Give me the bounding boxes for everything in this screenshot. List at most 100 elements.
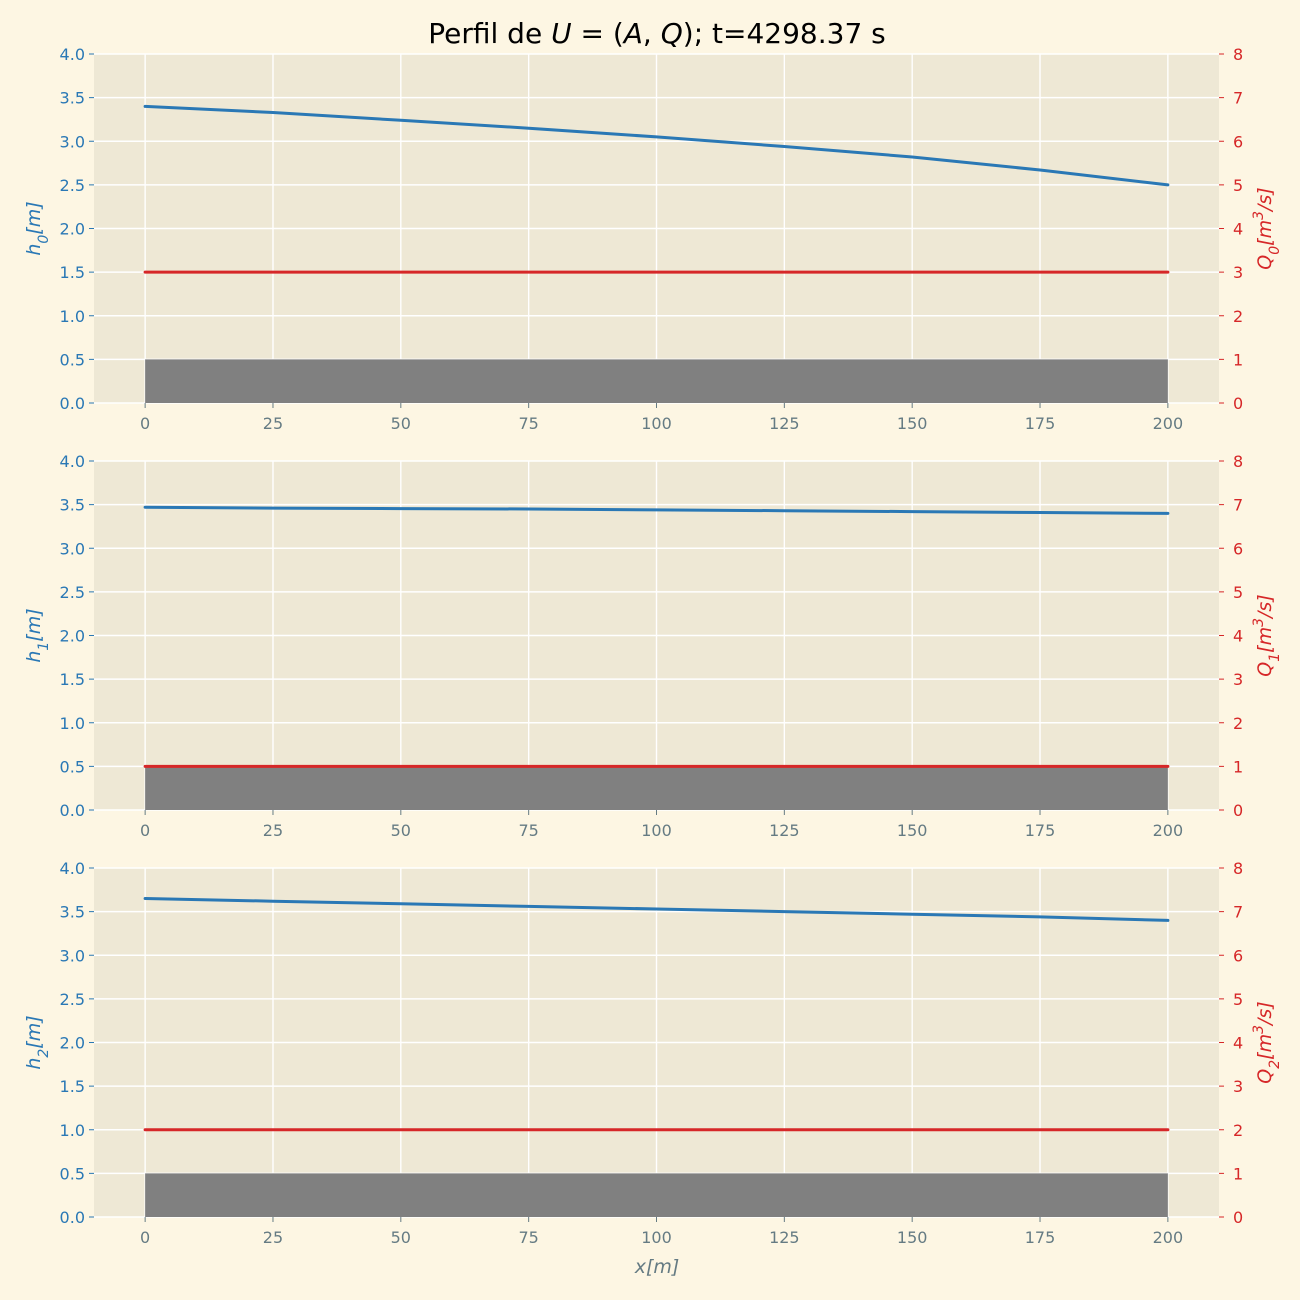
y-right-tick-label: 3 — [1233, 1077, 1243, 1096]
y-right-tick-label: 8 — [1233, 452, 1243, 471]
y-left-tick-label: 3.0 — [60, 539, 85, 558]
y-right-tick-label: 5 — [1233, 176, 1243, 195]
y-right-tick-label: 5 — [1233, 583, 1243, 602]
y-right-tick-label: 1 — [1233, 1164, 1243, 1183]
x-tick-label: 125 — [769, 414, 800, 433]
x-tick-label: 0 — [140, 414, 150, 433]
x-tick-label: 125 — [769, 821, 800, 840]
y-right-tick-label: 8 — [1233, 45, 1243, 64]
y-right-tick-label: 7 — [1233, 903, 1243, 922]
x-tick-label: 25 — [263, 821, 283, 840]
x-tick-label: 75 — [518, 414, 538, 433]
y-left-tick-label: 0.0 — [60, 1208, 85, 1227]
y-left-tick-label: 0.5 — [60, 350, 85, 369]
water-depth-line — [143, 897, 1170, 922]
x-tick-label: 200 — [1153, 414, 1184, 433]
x-tick-label: 50 — [391, 821, 411, 840]
y-left-tick-label: 2.5 — [60, 176, 85, 195]
y-left-tick-label: 4.0 — [60, 45, 85, 64]
subplot-2: 0 25 50 75 100 125 150 175 2000.00.51.01.52.02.5… — [23, 859, 1283, 1247]
y-left-tick-label: 2.5 — [60, 583, 85, 602]
y-right-tick-label: 0 — [1233, 1208, 1243, 1227]
y-right-tick-label: 2 — [1233, 714, 1243, 733]
y-left-tick-label: 4.0 — [60, 452, 85, 471]
y-right-tick-label: 1 — [1233, 757, 1243, 776]
x-tick-label: 100 — [641, 414, 672, 433]
y-left-tick-label: 2.0 — [60, 627, 85, 646]
y-left-tick-label: 4.0 — [60, 859, 85, 878]
x-tick-label: 175 — [1025, 414, 1056, 433]
y-right-tick-label: 5 — [1233, 990, 1243, 1009]
x-axis-label: x[m] — [634, 1256, 680, 1278]
y-left-tick-label: 2.0 — [60, 220, 85, 239]
y-left-tick-label: 0.0 — [60, 801, 85, 820]
water-depth-line — [143, 104, 1170, 187]
y-right-tick-label: 4 — [1233, 627, 1243, 646]
y-left-tick-label: 2.0 — [60, 1034, 85, 1053]
y-left-tick-label: 1.5 — [60, 670, 85, 689]
x-tick-label: 0 — [140, 1228, 150, 1247]
y-left-tick-label: 3.0 — [60, 946, 85, 965]
x-tick-label: 150 — [897, 821, 928, 840]
y-right-tick-label: 4 — [1233, 220, 1243, 239]
y-right-tick-label: 6 — [1233, 539, 1243, 558]
x-tick-label: 50 — [391, 414, 411, 433]
y-left-tick-label: 1.0 — [60, 307, 85, 326]
y-left-tick-label: 0.0 — [60, 394, 85, 413]
y-right-axis-label: Q2[m3/s] — [1251, 1001, 1283, 1083]
y-left-tick-label: 3.5 — [60, 496, 85, 515]
y-left-tick-label: 1.5 — [60, 1077, 85, 1096]
y-left-tick-label: 3.0 — [60, 132, 85, 151]
y-right-tick-label: 7 — [1233, 89, 1243, 108]
x-tick-label: 50 — [391, 1228, 411, 1247]
water-depth-line — [143, 505, 1170, 515]
y-left-tick-label: 1.5 — [60, 263, 85, 282]
y-right-axis-label: Q0[m3/s] — [1251, 187, 1283, 269]
y-right-tick-label: 0 — [1233, 394, 1243, 413]
x-tick-label: 175 — [1025, 821, 1056, 840]
y-left-tick-label: 2.5 — [60, 990, 85, 1009]
y-left-tick-label: 1.0 — [60, 714, 85, 733]
channel-bed — [145, 359, 1168, 403]
x-tick-label: 150 — [897, 414, 928, 433]
y-right-tick-label: 1 — [1233, 350, 1243, 369]
channel-bed — [145, 766, 1168, 810]
x-tick-label: 25 — [263, 1228, 283, 1247]
y-right-tick-label: 2 — [1233, 1121, 1243, 1140]
x-tick-label: 75 — [518, 1228, 538, 1247]
x-tick-label: 100 — [641, 821, 672, 840]
y-left-axis-label: h0[m] — [23, 201, 52, 255]
subplot-1: 0 25 50 75 100 125 150 175 2000.00.51.01.52.02.5… — [23, 452, 1283, 840]
x-tick-label: 200 — [1153, 1228, 1184, 1247]
x-tick-label: 125 — [769, 1228, 800, 1247]
subplots: 0 25 50 75 100 125 150 175 2000.00.51.01.52.02.5… — [23, 45, 1283, 1247]
y-right-tick-label: 6 — [1233, 132, 1243, 151]
x-tick-label: 0 — [140, 821, 150, 840]
y-left-axis-label: h2[m] — [23, 1015, 52, 1069]
channel-bed — [145, 1173, 1168, 1217]
x-tick-label: 200 — [1153, 821, 1184, 840]
y-right-tick-label: 4 — [1233, 1034, 1243, 1053]
figure-title: Perfil de U = (A, Q); t=4298.37 s — [428, 17, 886, 50]
y-right-tick-label: 2 — [1233, 307, 1243, 326]
y-right-tick-label: 3 — [1233, 263, 1243, 282]
subplot-0: 0 25 50 75 100 125 150 175 2000.00.51.01.52.02.5… — [23, 45, 1283, 433]
x-tick-label: 75 — [518, 821, 538, 840]
x-tick-label: 175 — [1025, 1228, 1056, 1247]
y-left-axis-label: h1[m] — [23, 608, 52, 662]
y-left-tick-label: 0.5 — [60, 757, 85, 776]
x-tick-label: 100 — [641, 1228, 672, 1247]
x-tick-label: 150 — [897, 1228, 928, 1247]
y-right-tick-label: 0 — [1233, 801, 1243, 820]
x-tick-label: 25 — [263, 414, 283, 433]
y-left-tick-label: 0.5 — [60, 1164, 85, 1183]
y-left-tick-label: 1.0 — [60, 1121, 85, 1140]
y-left-tick-label: 3.5 — [60, 89, 85, 108]
y-right-tick-label: 8 — [1233, 859, 1243, 878]
y-right-axis-label: Q1[m3/s] — [1251, 594, 1283, 676]
y-right-tick-label: 7 — [1233, 496, 1243, 515]
y-right-tick-label: 6 — [1233, 946, 1243, 965]
y-right-tick-label: 3 — [1233, 670, 1243, 689]
y-left-tick-label: 3.5 — [60, 903, 85, 922]
